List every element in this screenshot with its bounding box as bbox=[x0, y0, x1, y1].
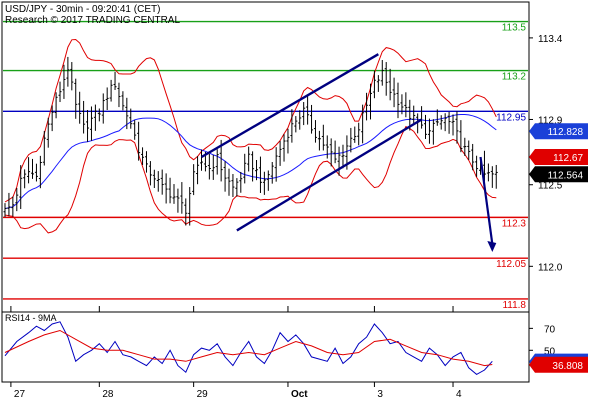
rsi-badge-bg bbox=[529, 356, 588, 373]
level-labels: 113.5 113.2 112.95 112.3 112.05 111.8 bbox=[496, 23, 526, 311]
trend-channel bbox=[200, 53, 497, 252]
projection-arrow-head bbox=[487, 241, 497, 252]
price-badge: 112.828 bbox=[529, 123, 588, 140]
price-axis-label: 112.5 bbox=[538, 181, 563, 192]
bollinger-upper bbox=[4, 38, 497, 203]
bollinger-lower bbox=[4, 125, 497, 234]
bollinger-bands bbox=[4, 38, 497, 234]
rsi-title: RSI14 - 9MA bbox=[5, 313, 57, 323]
rsi-badge: 36.808 bbox=[529, 356, 588, 373]
rsi-badge-text: 36.808 bbox=[552, 361, 583, 372]
time-axis-label: 29 bbox=[197, 389, 209, 400]
rsi-panel-frame bbox=[1, 311, 530, 383]
level-label: 112.3 bbox=[502, 218, 527, 229]
price-badge: 112.564 bbox=[529, 166, 588, 183]
rsi-axis-label: 70 bbox=[544, 324, 556, 335]
price-badge-bg bbox=[529, 123, 588, 140]
level-lines bbox=[3, 20, 528, 300]
price-candles bbox=[3, 56, 498, 226]
level-label: 112.05 bbox=[496, 259, 526, 270]
level-label: 112.95 bbox=[496, 112, 526, 123]
price-badge-text: 112.564 bbox=[548, 170, 584, 181]
rsi-ma-line bbox=[4, 329, 493, 367]
price-badge: 112.67 bbox=[529, 149, 588, 165]
channel-lower-line bbox=[236, 118, 423, 232]
moving-average bbox=[4, 114, 497, 209]
price-badge-text: 112.67 bbox=[553, 153, 583, 164]
header-title: USD/JPY - 30min - 09:20:41 (CET) bbox=[5, 4, 160, 15]
price-y-axis: 113.4 112.9 112.5 112.0 bbox=[529, 34, 563, 273]
rsi-placeholder bbox=[5, 322, 245, 375]
rsi-y-axis: 70 50 bbox=[529, 324, 556, 357]
projection-arrow-shaft bbox=[479, 156, 494, 245]
time-axis-label: 4 bbox=[456, 389, 462, 400]
rsi-axis-label: 50 bbox=[544, 346, 556, 357]
price-badge-bg bbox=[529, 166, 588, 183]
rsi-line bbox=[4, 321, 493, 376]
time-axis-label: 3 bbox=[377, 389, 383, 400]
level-label: 113.5 bbox=[502, 23, 527, 34]
rsi-lines bbox=[4, 321, 493, 376]
level-label: 111.8 bbox=[502, 300, 526, 311]
price-badge-text: 112.828 bbox=[548, 127, 584, 138]
time-x-axis: 27 28 29 Oct 3 4 bbox=[10, 306, 462, 400]
price-axis-label: 112.0 bbox=[538, 262, 563, 273]
level-label: 113.2 bbox=[502, 72, 527, 83]
header-copyright: Research © 2017 TRADING CENTRAL bbox=[5, 15, 180, 26]
time-axis-label: 27 bbox=[14, 389, 26, 400]
channel-upper-line bbox=[200, 53, 379, 159]
price-panel-frame bbox=[1, 1, 530, 313]
price-axis-label: 113.4 bbox=[538, 34, 563, 45]
price-badge-bg bbox=[529, 149, 588, 165]
time-axis-label: 28 bbox=[102, 389, 114, 400]
time-axis-label: Oct bbox=[291, 389, 308, 400]
price-axis-label: 112.9 bbox=[538, 115, 563, 126]
